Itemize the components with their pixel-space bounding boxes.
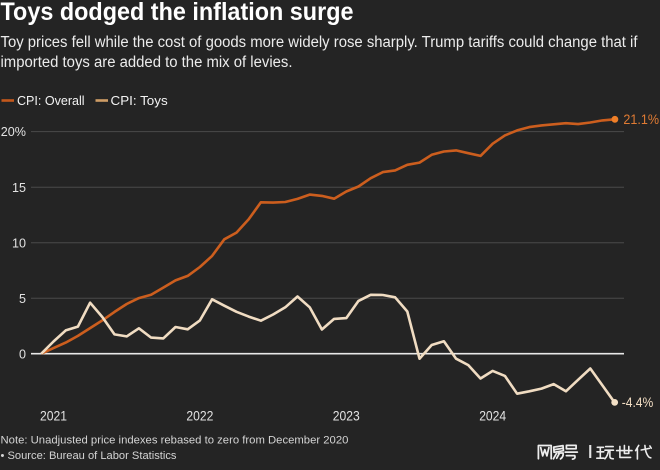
svg-text:CPI: Toys: CPI: Toys [111, 93, 169, 108]
svg-text:5: 5 [19, 291, 26, 306]
svg-text:15: 15 [12, 180, 26, 195]
svg-text:10: 10 [12, 235, 26, 250]
svg-text:Note: Unadjusted price indexes: Note: Unadjusted price indexes rebased t… [1, 435, 349, 447]
svg-text:21.1%: 21.1% [623, 112, 659, 127]
svg-text:2024: 2024 [479, 408, 506, 424]
svg-text:2021: 2021 [40, 408, 67, 424]
svg-text:2023: 2023 [333, 408, 360, 424]
svg-text:2022: 2022 [186, 408, 213, 424]
svg-text:imported toys are added to the: imported toys are added to the mix of le… [1, 54, 293, 71]
svg-text:Toy prices fell while the cost: Toy prices fell while the cost of goods … [1, 34, 639, 51]
svg-text:CPI: Overall: CPI: Overall [17, 93, 85, 108]
svg-text:• Source: Bureau of Labor Stat: • Source: Bureau of Labor Statistics [1, 450, 177, 462]
svg-text:Toys dodged the inflation surg: Toys dodged the inflation surge [1, 0, 354, 26]
svg-text:20%: 20% [1, 124, 27, 139]
svg-text:-4.4%: -4.4% [622, 395, 654, 410]
svg-text:0: 0 [19, 346, 26, 361]
